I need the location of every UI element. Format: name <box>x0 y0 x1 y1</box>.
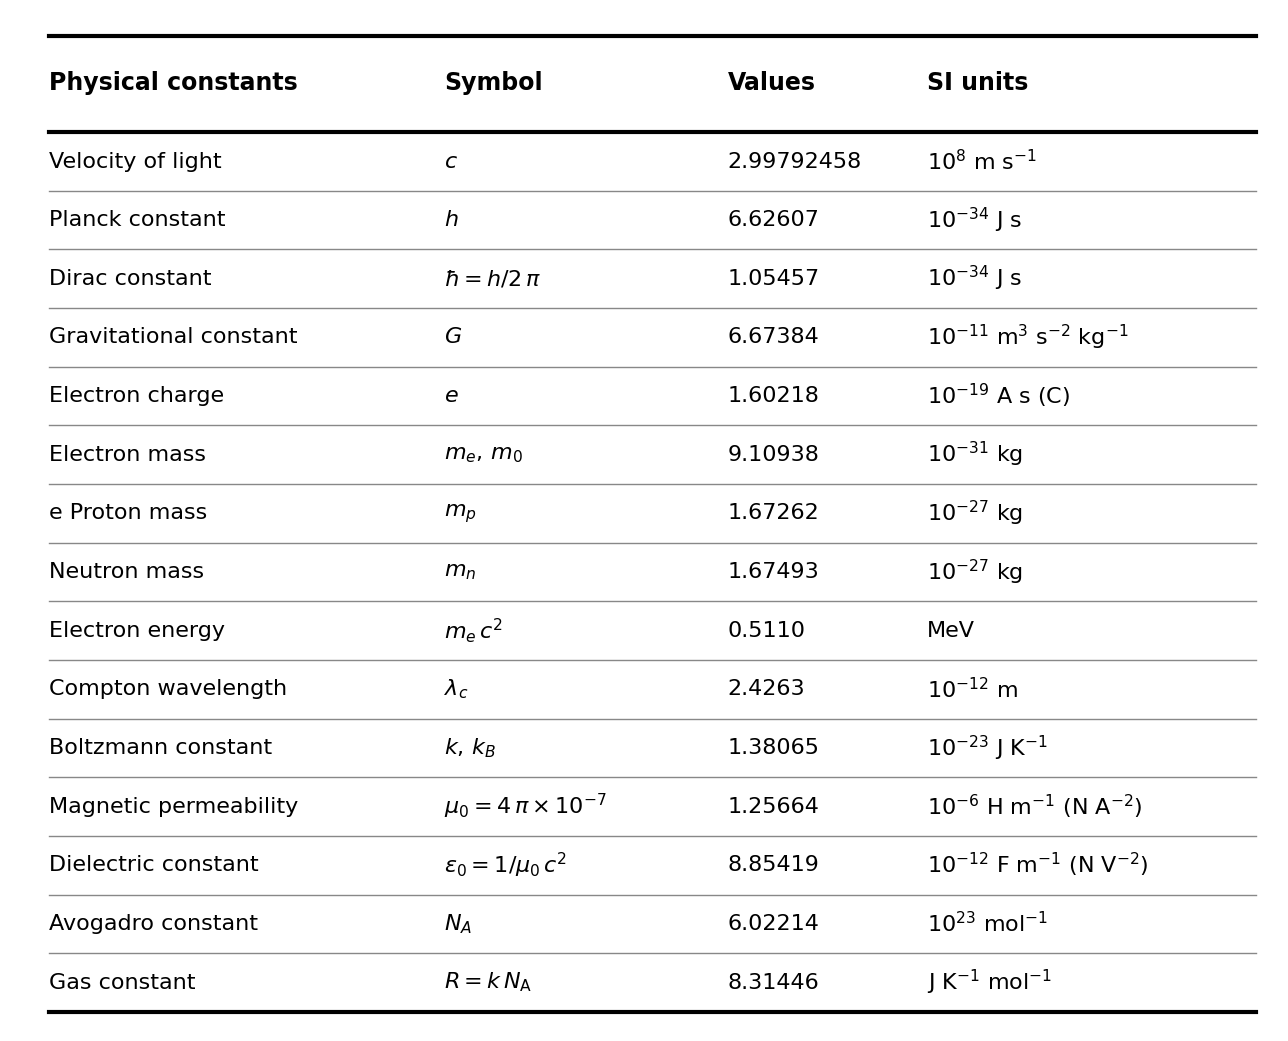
Text: $10^{-12}$ m: $10^{-12}$ m <box>927 677 1019 702</box>
Text: J K$^{-1}$ mol$^{-1}$: J K$^{-1}$ mol$^{-1}$ <box>927 968 1052 997</box>
Text: Magnetic permeability: Magnetic permeability <box>49 796 299 816</box>
Text: 0.5110: 0.5110 <box>728 620 806 640</box>
Text: 1.25664: 1.25664 <box>728 796 819 816</box>
Text: Electron charge: Electron charge <box>49 386 224 406</box>
Text: $\mu_0 = 4\,\pi \times 10^{-7}$: $\mu_0 = 4\,\pi \times 10^{-7}$ <box>444 792 607 821</box>
Text: Neutron mass: Neutron mass <box>49 562 204 582</box>
Text: 6.67384: 6.67384 <box>728 328 819 348</box>
Text: Avogadro constant: Avogadro constant <box>49 914 258 934</box>
Text: 2.99792458: 2.99792458 <box>728 152 862 172</box>
Text: Electron energy: Electron energy <box>49 620 225 640</box>
Text: $10^{-11}$ m$^{3}$ s$^{-2}$ kg$^{-1}$: $10^{-11}$ m$^{3}$ s$^{-2}$ kg$^{-1}$ <box>927 323 1130 352</box>
Text: Gas constant: Gas constant <box>49 972 196 992</box>
Text: Planck constant: Planck constant <box>49 210 225 230</box>
Text: $10^{8}$ m s$^{-1}$: $10^{8}$ m s$^{-1}$ <box>927 149 1037 174</box>
Text: $c$: $c$ <box>444 152 459 172</box>
Text: $10^{-12}$ F m$^{-1}$ (N V$^{-2}$): $10^{-12}$ F m$^{-1}$ (N V$^{-2}$) <box>927 852 1149 880</box>
Text: Velocity of light: Velocity of light <box>49 152 222 172</box>
Text: Physical constants: Physical constants <box>49 71 298 96</box>
Text: 8.31446: 8.31446 <box>728 972 819 992</box>
Text: $10^{-23}$ J K$^{-1}$: $10^{-23}$ J K$^{-1}$ <box>927 733 1048 763</box>
Text: Symbol: Symbol <box>444 71 544 96</box>
Text: 6.62607: 6.62607 <box>728 210 819 230</box>
Text: $10^{-19}$ A s (C): $10^{-19}$ A s (C) <box>927 382 1070 410</box>
Text: MeV: MeV <box>927 620 975 640</box>
Text: $m_p$: $m_p$ <box>444 502 477 525</box>
Text: 1.67262: 1.67262 <box>728 504 819 524</box>
Text: $\hbar = h/2\,\pi$: $\hbar = h/2\,\pi$ <box>444 269 541 289</box>
Text: 9.10938: 9.10938 <box>728 445 819 464</box>
Text: 1.38065: 1.38065 <box>728 738 819 758</box>
Text: $G$: $G$ <box>444 328 462 348</box>
Text: $10^{-31}$ kg: $10^{-31}$ kg <box>927 440 1024 469</box>
Text: SI units: SI units <box>927 71 1029 96</box>
Text: $R = k\, N_{\mathrm{A}}$: $R = k\, N_{\mathrm{A}}$ <box>444 970 533 994</box>
Text: 1.05457: 1.05457 <box>728 269 820 288</box>
Text: $N_A$: $N_A$ <box>444 912 473 936</box>
Text: e Proton mass: e Proton mass <box>49 504 207 524</box>
Text: $\lambda_c$: $\lambda_c$ <box>444 678 469 702</box>
Text: Gravitational constant: Gravitational constant <box>49 328 298 348</box>
Text: Electron mass: Electron mass <box>49 445 206 464</box>
Text: $10^{-34}$ J s: $10^{-34}$ J s <box>927 205 1023 235</box>
Text: Compton wavelength: Compton wavelength <box>49 680 287 700</box>
Text: 8.85419: 8.85419 <box>728 856 819 875</box>
Text: $m_e\, c^2$: $m_e\, c^2$ <box>444 616 504 645</box>
Text: $m_n$: $m_n$ <box>444 562 477 582</box>
Text: $e$: $e$ <box>444 386 459 406</box>
Text: 1.67493: 1.67493 <box>728 562 819 582</box>
Text: $h$: $h$ <box>444 210 459 230</box>
Text: $k,\, k_B$: $k,\, k_B$ <box>444 736 497 760</box>
Text: $\varepsilon_0 = 1/\mu_0\, c^2$: $\varepsilon_0 = 1/\mu_0\, c^2$ <box>444 850 568 880</box>
Text: 2.4263: 2.4263 <box>728 680 805 700</box>
Text: Dirac constant: Dirac constant <box>49 269 211 288</box>
Text: $10^{-27}$ kg: $10^{-27}$ kg <box>927 499 1024 528</box>
Text: Values: Values <box>728 71 815 96</box>
Text: $10^{-34}$ J s: $10^{-34}$ J s <box>927 264 1023 294</box>
Text: $10^{-6}$ H m$^{-1}$ (N A$^{-2}$): $10^{-6}$ H m$^{-1}$ (N A$^{-2}$) <box>927 792 1142 820</box>
Text: Boltzmann constant: Boltzmann constant <box>49 738 272 758</box>
Text: $m_e,\, m_0$: $m_e,\, m_0$ <box>444 445 524 464</box>
Text: Dielectric constant: Dielectric constant <box>49 856 259 875</box>
Text: $10^{23}$ mol$^{-1}$: $10^{23}$ mol$^{-1}$ <box>927 911 1048 937</box>
Text: 1.60218: 1.60218 <box>728 386 819 406</box>
Text: 6.02214: 6.02214 <box>728 914 819 934</box>
Text: $10^{-27}$ kg: $10^{-27}$ kg <box>927 557 1024 587</box>
